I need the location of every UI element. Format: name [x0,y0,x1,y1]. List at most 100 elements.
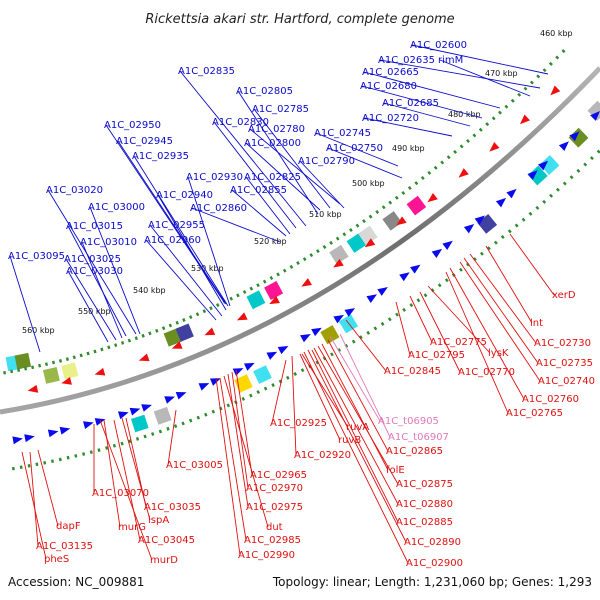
forward-gene-arrow [243,362,255,371]
reverse-leader-line [307,349,407,543]
reverse-leader-line [345,319,387,372]
reverse-gene-label: A1C_02880 [396,499,453,510]
reverse-gene-label: lspA [148,515,169,526]
reverse-gene-label: A1C_02735 [536,358,593,369]
forward-gene-arrow [366,294,378,303]
forward-gene-arrow [117,411,129,420]
inner-tick-mark [555,55,560,60]
inner-tick-mark [414,181,419,186]
outer-tick-mark [373,326,378,331]
forward-leader-line [67,270,109,343]
forward-gene-label: A1C_02930 [186,172,243,183]
reverse-leader-line [321,343,389,471]
inner-tick-mark [249,286,254,291]
forward-gene-label: A1C_02940 [156,190,213,201]
inner-tick-mark [536,74,541,79]
reverse-leader-line [271,359,287,424]
forward-gene-label: A1C_03030 [66,266,123,277]
forward-gene-arrow [590,110,600,121]
outer-tick-mark [241,396,246,401]
inner-tick-mark [93,349,97,354]
reverse-leader-line [317,345,399,485]
outer-tick-mark [196,415,200,420]
reverse-gene-arrow [269,295,280,305]
forward-gene-label: A1C_03020 [46,185,103,196]
reverse-gene-label: A1C_02770 [458,367,515,378]
forward-gene-arrow [527,170,538,180]
feature-block [406,195,427,216]
reverse-leader-line [409,295,433,343]
reverse-gene-label: A1C_03005 [166,460,223,471]
inner-tick-mark [407,186,412,190]
forward-gene-label: A1C_02685 [382,98,439,109]
outer-tick-mark [359,335,363,340]
inner-tick-mark [368,214,373,219]
inner-tick-mark [355,223,360,228]
feature-block [153,406,172,425]
feature-block [246,290,266,310]
outer-tick-mark [493,240,498,245]
forward-gene-label: A1C_02680 [360,81,417,92]
reverse-gene-arrow [489,141,500,152]
inner-tick-mark [24,366,28,371]
reverse-gene-arrow [427,192,438,203]
forward-gene-label: A1C_02790 [298,156,355,167]
reverse-leader-line [37,449,59,527]
reverse-gene-label: A1C_03135 [36,541,93,552]
outer-tick-mark [97,448,101,452]
outer-tick-mark [112,443,116,448]
reverse-leader-line [463,257,539,364]
reverse-gene-arrow [61,377,72,385]
forward-gene-arrow [463,224,475,234]
outer-tick-mark [542,199,547,204]
outer-tick-mark [58,457,62,462]
inner-tick-mark [561,49,566,54]
forward-gene-label: A1C_02860 [190,203,247,214]
reverse-gene-label: A1C_02965 [250,470,307,481]
reverse-gene-label: A1C_02875 [396,479,453,490]
forward-leader-line [231,189,287,237]
inner-tick-mark [498,110,502,115]
forward-gene-label: A1C_02825 [244,172,301,183]
forward-leader-line [187,176,231,307]
feature-block [320,325,340,345]
inner-tick-mark [155,328,159,333]
forward-leader-line [149,224,223,317]
outer-tick-mark [11,466,15,471]
inner-tick-mark [242,290,247,294]
reverse-gene-label: lnt [530,318,543,329]
outer-tick-mark [293,372,297,376]
inner-tick-mark [381,205,386,210]
forward-gene-arrow [431,248,443,258]
forward-gene-label: A1C_02955 [148,220,205,231]
inner-tick-mark [335,236,340,241]
feature-block [358,225,378,246]
feature-block [539,155,560,175]
inner-tick-mark [472,133,477,138]
forward-leader-line [411,44,549,75]
forward-gene-arrow [24,434,35,443]
outer-tick-mark [89,450,93,454]
forward-gene-arrow [377,287,388,296]
inner-tick-mark [388,200,393,205]
forward-leader-line [65,258,117,341]
outer-tick-mark [507,229,512,234]
outer-tick-mark [387,317,392,322]
inner-tick-mark [322,245,327,249]
inner-tick-mark [72,355,76,360]
outer-tick-mark [366,330,371,335]
outer-tick-mark [500,235,505,239]
inner-tick-mark [202,309,207,314]
inner-tick-mark [302,257,307,262]
outer-tick-mark [19,465,23,469]
inner-tick-mark [459,144,464,149]
inner-tick-mark [491,116,496,121]
kbp-label: 460 kbp [540,29,573,38]
reverse-leader-line [167,409,177,466]
outer-tick-mark [35,462,39,467]
reverse-gene-arrow [519,114,530,125]
forward-gene-arrow [232,368,244,376]
outer-tick-mark [204,412,208,417]
outer-tick-mark [423,293,428,298]
forward-leader-line [81,241,123,339]
